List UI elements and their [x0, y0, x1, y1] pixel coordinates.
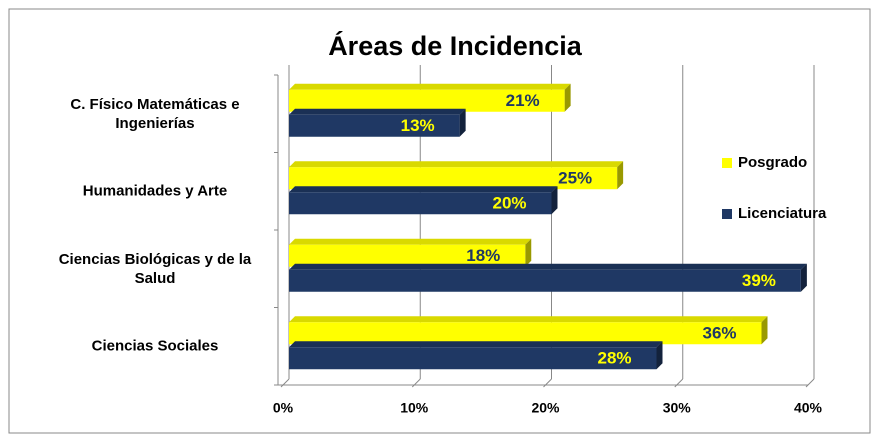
bar [289, 167, 618, 190]
category-label: Humanidades y Arte [82, 182, 228, 200]
bar [289, 269, 801, 292]
legend-swatch [722, 209, 732, 219]
bar-top [289, 161, 624, 168]
bar-side [761, 316, 768, 345]
grid-floor [805, 378, 815, 388]
bar-top [289, 238, 532, 245]
data-label: 28% [597, 349, 631, 368]
bar-side [564, 83, 571, 112]
bar-top [289, 108, 466, 115]
bar-top [289, 186, 558, 193]
grid-floor [280, 378, 290, 388]
data-label: 21% [506, 91, 540, 110]
bar [289, 347, 657, 370]
x-tick-label: 30% [663, 400, 692, 416]
bar-top [289, 341, 663, 348]
x-tick-label: 10% [400, 400, 429, 416]
legend-swatch [722, 158, 732, 168]
bar-side [617, 161, 624, 190]
data-label: 36% [702, 324, 736, 343]
bar [289, 244, 526, 267]
legend-label: Posgrado [738, 154, 807, 171]
category-label: C. Físico Matemáticas e Ingenierías [70, 95, 240, 132]
bar-side [551, 186, 558, 215]
bar [289, 114, 460, 137]
bar-side [656, 341, 663, 370]
data-label: 13% [401, 116, 435, 135]
bar-side [525, 238, 532, 267]
data-label: 18% [466, 246, 500, 265]
grid-floor [543, 378, 552, 388]
x-tick-label: 0% [273, 400, 294, 416]
bar-top [289, 263, 807, 270]
bar-top [289, 316, 768, 323]
category-label: Ciencias Sociales [91, 337, 219, 355]
bar [289, 192, 552, 215]
legend-label: Licenciatura [738, 205, 827, 222]
bar [289, 89, 565, 112]
data-label: 20% [492, 194, 526, 213]
chart-title: Áreas de Incidencia [328, 30, 583, 61]
bar-side [459, 108, 466, 137]
bar-top [289, 83, 571, 90]
grid-floor [411, 378, 421, 388]
data-label: 25% [558, 169, 592, 188]
grid-floor [674, 378, 684, 388]
category-label: Ciencias Biológicas y de la Salud [58, 250, 252, 287]
bar-side [800, 263, 807, 292]
x-tick-label: 40% [794, 400, 823, 416]
data-label: 39% [742, 271, 776, 290]
bar [289, 322, 762, 345]
x-tick-label: 20% [531, 400, 560, 416]
